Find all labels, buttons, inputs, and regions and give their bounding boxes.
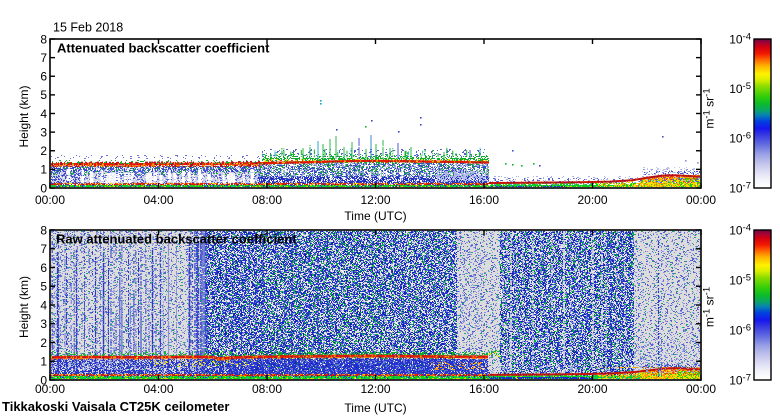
svg-text:00:00: 00:00 [35, 193, 65, 207]
svg-text:5: 5 [40, 280, 47, 294]
svg-text:Height (km): Height (km) [17, 85, 31, 147]
svg-text:04:00: 04:00 [143, 382, 173, 396]
svg-text:1: 1 [40, 355, 47, 369]
svg-text:16:00: 16:00 [469, 193, 499, 207]
svg-text:6: 6 [40, 70, 47, 84]
svg-text:16:00: 16:00 [469, 382, 499, 396]
svg-text:2: 2 [40, 336, 47, 350]
svg-text:3: 3 [40, 125, 47, 139]
svg-text:20:00: 20:00 [577, 382, 607, 396]
svg-text:12:00: 12:00 [360, 193, 390, 207]
svg-text:04:00: 04:00 [143, 193, 173, 207]
svg-text:7: 7 [40, 51, 47, 65]
svg-text:Attenuated backscatter coeffic: Attenuated backscatter coefficient [57, 41, 270, 56]
svg-text:8: 8 [40, 32, 47, 46]
svg-text:4: 4 [40, 298, 47, 312]
svg-text:3: 3 [40, 317, 47, 331]
svg-text:8: 8 [40, 223, 47, 237]
svg-text:5: 5 [40, 88, 47, 102]
svg-text:08:00: 08:00 [252, 193, 282, 207]
svg-text:2: 2 [40, 144, 47, 158]
svg-text:00:00: 00:00 [35, 382, 65, 396]
svg-text:20:00: 20:00 [577, 193, 607, 207]
svg-text:Raw attenuated backscatter coe: Raw attenuated backscatter coefficient [56, 232, 297, 247]
svg-text:12:00: 12:00 [360, 382, 390, 396]
svg-text:08:00: 08:00 [252, 382, 282, 396]
svg-text:Tikkakoski Vaisala CT25K ceilo: Tikkakoski Vaisala CT25K ceilometer [2, 399, 229, 414]
svg-text:Time (UTC): Time (UTC) [344, 401, 406, 415]
svg-text:7: 7 [40, 242, 47, 256]
svg-text:15 Feb 2018: 15 Feb 2018 [53, 21, 123, 35]
svg-text:Height (km): Height (km) [17, 276, 31, 338]
svg-text:Time (UTC): Time (UTC) [344, 209, 406, 223]
svg-text:6: 6 [40, 261, 47, 275]
svg-text:1: 1 [40, 163, 47, 177]
svg-text:00:00: 00:00 [686, 193, 716, 207]
svg-text:00:00: 00:00 [686, 382, 716, 396]
svg-text:4: 4 [40, 107, 47, 121]
svg-text:0: 0 [40, 181, 47, 195]
svg-text:0: 0 [40, 373, 47, 387]
